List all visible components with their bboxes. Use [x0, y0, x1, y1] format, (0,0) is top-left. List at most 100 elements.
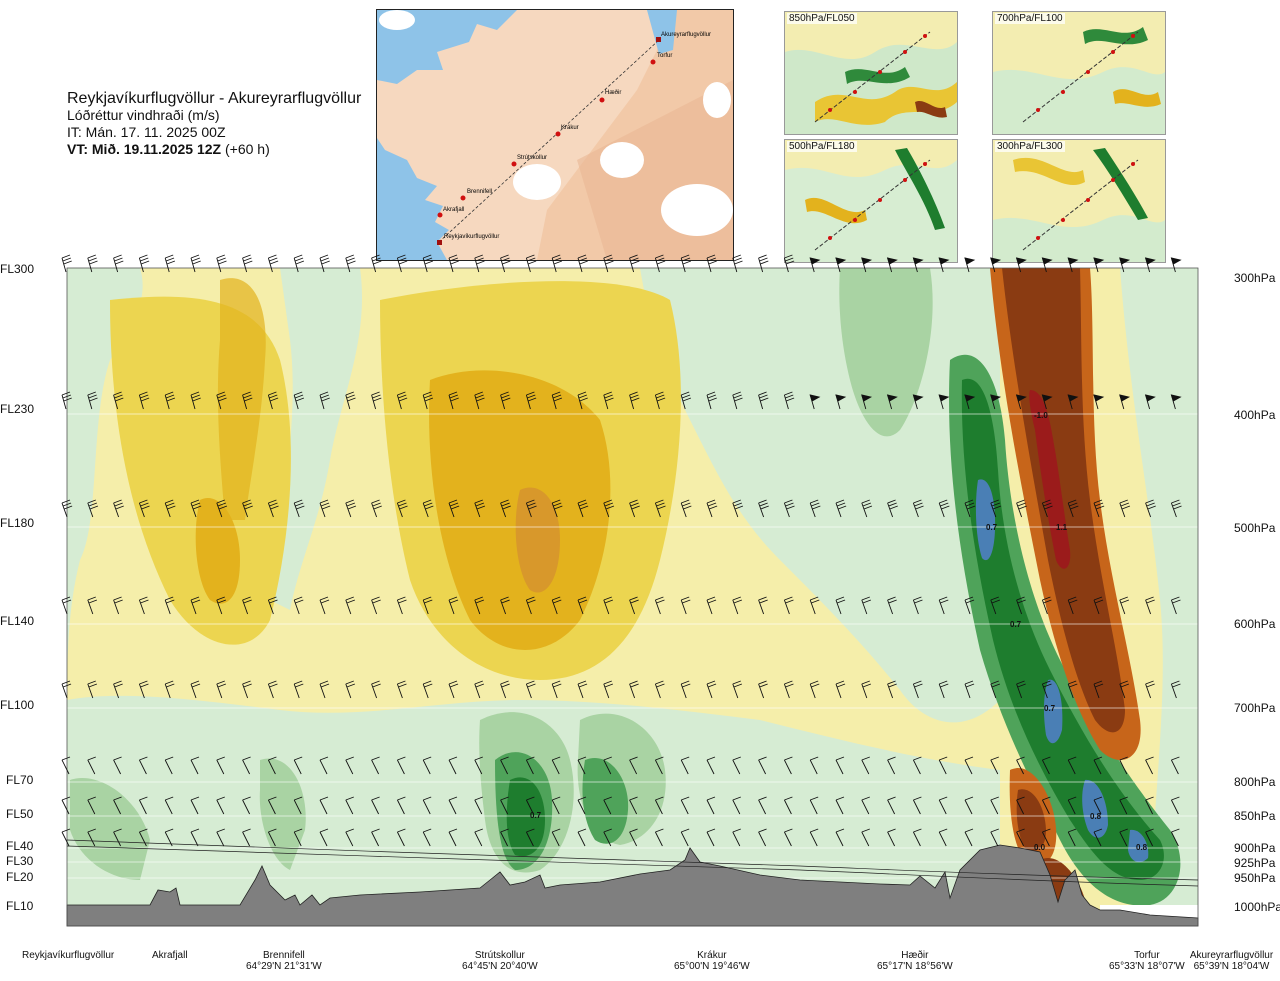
pressure-label: 925hPa — [1234, 856, 1276, 870]
wind-barb — [758, 499, 769, 518]
contour-label: 0.7 — [1010, 620, 1022, 629]
wind-barb — [474, 828, 483, 847]
wind-barb — [1041, 756, 1051, 775]
wind-barb — [242, 756, 251, 775]
wind-barb — [87, 499, 99, 518]
wind-barb — [938, 394, 950, 410]
wind-barb — [267, 254, 279, 273]
wind-barb — [164, 391, 176, 410]
wind-barb — [938, 499, 950, 518]
wind-barb — [1093, 756, 1103, 775]
wind-barb — [448, 596, 459, 615]
wind-barb — [1016, 796, 1025, 815]
wind-barb — [293, 796, 303, 815]
wind-barb — [371, 499, 382, 518]
wind-barb — [396, 828, 406, 847]
wind-barb — [577, 680, 588, 699]
wind-barb — [680, 796, 690, 815]
wind-barb — [680, 828, 690, 847]
wind-barb — [113, 680, 123, 699]
wind-barb — [500, 756, 509, 775]
wind-barb — [1119, 596, 1130, 615]
wind-barb — [267, 391, 279, 410]
wind-barb — [138, 391, 150, 410]
wind-barb — [1067, 680, 1078, 699]
wind-barb — [551, 756, 561, 775]
fl-label: FL180 — [0, 516, 35, 530]
wind-barb — [138, 680, 149, 699]
wind-barb — [758, 391, 769, 410]
wind-barb — [886, 257, 898, 273]
inset-500hpa-title: 500hPa/FL180 — [787, 141, 857, 152]
wind-barb — [1016, 596, 1026, 615]
wind-barb — [577, 796, 587, 815]
wind-barb — [396, 756, 406, 775]
wind-barb — [1093, 680, 1104, 699]
wind-barb — [1145, 680, 1155, 699]
pressure-label: 500hPa — [1234, 521, 1276, 535]
wind-barb — [164, 254, 176, 273]
fl-label: FL230 — [0, 402, 35, 416]
wind-barb — [1093, 394, 1105, 410]
fl-label: FL100 — [0, 698, 35, 712]
wind-barb — [783, 828, 793, 847]
wind-barb — [1067, 828, 1077, 847]
wind-barb — [1144, 257, 1156, 273]
valid-time: VT: Mið. 19.11.2025 12Z (+60 h) — [67, 141, 270, 157]
map-label-reykjavik: Reykjavíkurflugvöllur — [444, 234, 499, 240]
wind-barb — [887, 499, 898, 518]
wind-barb — [990, 680, 1001, 699]
wind-barb — [242, 499, 253, 518]
inset-500hpa: 500hPa/FL180 — [784, 139, 958, 263]
wind-barb — [87, 796, 96, 815]
wind-barb — [371, 680, 381, 699]
wind-barb — [422, 796, 432, 815]
wind-barb — [654, 756, 664, 775]
wind-barb — [242, 596, 252, 615]
wind-barb — [706, 756, 716, 775]
wind-barb — [861, 596, 872, 615]
wind-barb — [887, 680, 897, 699]
wind-barb — [345, 828, 354, 847]
wind-barb — [1016, 680, 1026, 699]
contour-label: 0.7 — [1044, 704, 1056, 713]
wind-barb — [113, 596, 123, 615]
wind-barb — [474, 391, 485, 410]
wind-barb — [990, 756, 999, 775]
wind-barb — [448, 828, 458, 847]
wind-barb — [164, 596, 175, 615]
wind-barb — [396, 680, 407, 699]
inset-300hpa-title: 300hPa/FL300 — [995, 141, 1065, 152]
wind-barb — [61, 254, 72, 273]
wind-barb — [422, 828, 432, 847]
wind-barb — [1016, 756, 1025, 775]
wind-barb — [113, 254, 124, 273]
wind-barb — [861, 499, 873, 518]
wind-barb — [61, 796, 71, 815]
wind-barb — [242, 680, 252, 699]
wind-barb — [861, 257, 873, 273]
wind-barb — [319, 828, 329, 847]
wind-barb — [912, 796, 922, 815]
wind-barb — [371, 391, 382, 410]
wind-barb — [242, 391, 253, 410]
map-label-torfur: Torfur — [657, 53, 672, 59]
wind-barb — [706, 596, 717, 615]
wind-barb — [861, 796, 870, 815]
wind-barb — [319, 680, 330, 699]
waypoint-label: Brennifell 64°29'N 21°31'W — [246, 950, 322, 972]
wind-barb — [938, 828, 948, 847]
wind-barb — [629, 796, 638, 815]
wind-barb — [216, 596, 227, 615]
fl-label: FL30 — [6, 854, 34, 868]
wind-barb — [422, 596, 433, 615]
wind-barb — [138, 254, 150, 273]
wind-barb — [242, 828, 251, 847]
wind-barb — [1067, 257, 1079, 273]
wind-barb — [190, 499, 202, 518]
wind-barb — [474, 796, 483, 815]
wind-barb — [654, 796, 664, 815]
wind-barb — [371, 796, 380, 815]
fl-label: FL70 — [6, 773, 34, 787]
wind-barb — [964, 680, 975, 699]
